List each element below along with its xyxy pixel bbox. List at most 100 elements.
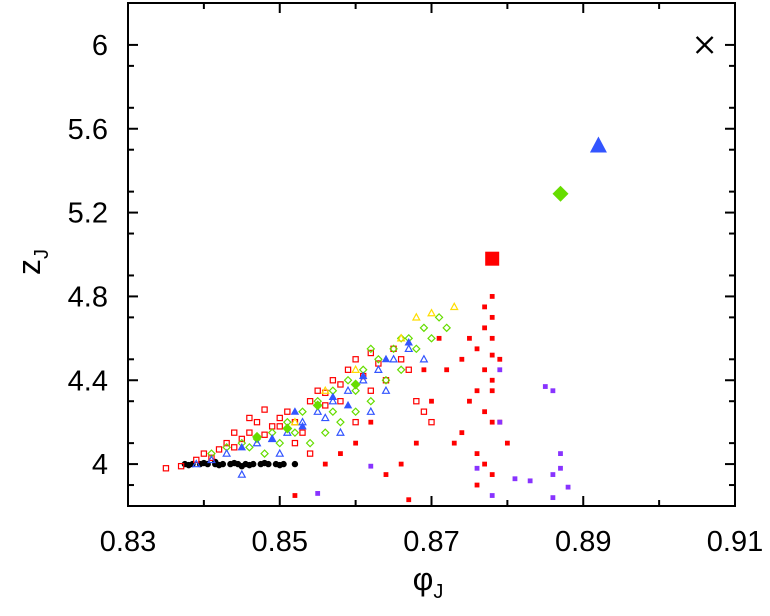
data-point <box>267 434 277 442</box>
data-point <box>482 304 488 310</box>
data-point <box>421 367 427 373</box>
data-point <box>474 482 480 488</box>
data-point <box>397 356 405 363</box>
data-point <box>459 430 465 436</box>
data-point <box>282 423 293 434</box>
data-point <box>292 493 298 498</box>
data-point <box>489 388 495 394</box>
data-point <box>398 461 404 467</box>
data-point <box>261 431 268 438</box>
data-point <box>695 36 714 54</box>
data-point <box>366 344 376 354</box>
plot-frame <box>127 2 736 507</box>
data-point <box>275 448 285 457</box>
data-point <box>413 398 420 405</box>
data-point <box>373 364 383 373</box>
data-point <box>374 354 383 364</box>
data-point <box>351 407 360 417</box>
data-point <box>427 333 436 343</box>
data-point <box>162 465 170 472</box>
data-point <box>200 450 208 457</box>
data-point <box>177 462 185 470</box>
data-point <box>207 455 216 464</box>
data-point <box>405 366 412 373</box>
data-point <box>322 402 329 409</box>
data-point <box>306 398 314 405</box>
data-point <box>489 377 495 383</box>
data-point <box>320 413 330 422</box>
x-tick-label: 0.83 <box>100 526 156 558</box>
data-point <box>276 414 283 422</box>
data-point <box>558 451 563 457</box>
y-tick-label: 6 <box>92 30 108 62</box>
data-point <box>305 438 315 448</box>
data-point <box>352 356 359 363</box>
data-point <box>253 418 261 426</box>
data-point <box>246 461 253 469</box>
data-point <box>550 495 556 501</box>
data-point <box>542 384 548 389</box>
data-point <box>337 381 344 388</box>
y-tick-label: 5.2 <box>68 198 108 230</box>
data-point <box>290 407 300 415</box>
data-point <box>290 428 300 437</box>
data-point <box>329 377 337 384</box>
data-point <box>497 356 503 362</box>
data-point <box>261 459 268 467</box>
data-point <box>427 308 436 317</box>
data-point <box>381 354 391 363</box>
data-point <box>191 459 201 468</box>
data-point <box>381 375 391 385</box>
data-point <box>200 459 208 467</box>
data-point <box>359 371 368 380</box>
data-point <box>367 387 375 394</box>
data-point <box>223 439 230 447</box>
data-point <box>328 396 338 405</box>
data-point <box>411 312 421 321</box>
data-point <box>260 449 269 458</box>
data-point <box>313 406 323 415</box>
data-point <box>512 476 518 482</box>
data-point <box>276 423 283 430</box>
y-tick-label: 5.6 <box>68 114 108 146</box>
data-point <box>275 438 285 448</box>
data-point <box>474 451 480 457</box>
data-point <box>449 302 459 311</box>
data-point <box>328 407 338 417</box>
data-point <box>389 354 398 363</box>
data-point <box>404 343 414 353</box>
data-point <box>284 408 291 415</box>
data-point <box>489 493 495 498</box>
data-point <box>368 463 374 469</box>
data-point <box>320 385 330 394</box>
data-point <box>222 448 232 457</box>
data-point <box>344 366 352 373</box>
data-point <box>320 428 330 437</box>
x-tick-label: 0.87 <box>403 526 459 558</box>
data-point <box>459 356 465 362</box>
x-tick-label: 0.89 <box>555 526 611 558</box>
data-point <box>291 460 299 468</box>
data-point <box>482 367 488 373</box>
data-point <box>252 438 262 447</box>
data-point <box>396 333 406 342</box>
data-point <box>237 442 247 451</box>
data-point <box>291 439 299 447</box>
data-point <box>482 409 488 415</box>
data-point <box>396 333 406 343</box>
data-point <box>419 323 429 333</box>
data-point <box>246 414 253 422</box>
data-point <box>238 462 246 470</box>
data-point <box>467 335 472 341</box>
data-point <box>282 427 292 436</box>
data-point <box>489 419 495 425</box>
data-point <box>238 435 246 443</box>
y-axis-label: zJ <box>11 249 53 275</box>
data-point <box>485 251 500 266</box>
data-point <box>442 323 452 333</box>
data-point <box>231 429 238 436</box>
x-tick-label: 0.85 <box>252 526 308 558</box>
data-point <box>251 431 262 442</box>
data-point <box>404 338 413 346</box>
data-point <box>298 407 307 417</box>
